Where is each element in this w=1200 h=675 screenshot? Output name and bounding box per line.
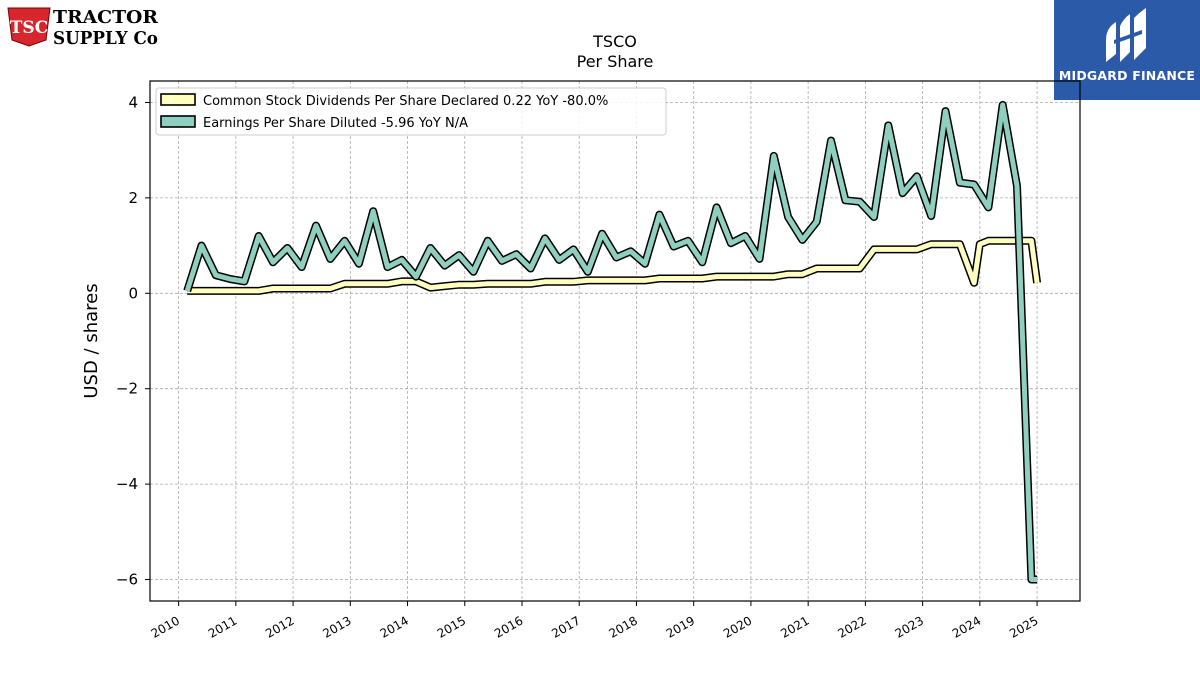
x-tick-label: 2011 — [206, 613, 239, 640]
logo-line2: SUPPLY Co — [53, 28, 158, 48]
x-tick-label: 2014 — [378, 613, 411, 640]
legend-swatch-eps — [160, 115, 196, 128]
x-tick-label: 2013 — [320, 613, 353, 640]
legend-box — [155, 87, 667, 136]
chart-title-main: TSCO — [593, 32, 637, 51]
y-tick-label: 0 — [128, 284, 138, 302]
dividends-line — [187, 238, 1040, 294]
chart-subtitle: Per Share — [576, 52, 654, 71]
x-tick-label: 2018 — [607, 613, 640, 640]
chart-title: TSCO Per Share — [500, 32, 730, 72]
y-tick-label: −4 — [116, 475, 138, 493]
x-tick-label: 2010 — [149, 613, 182, 640]
x-tick-label: 2015 — [435, 613, 468, 640]
eps-line-outline — [183, 100, 1038, 584]
legend-swatch-dividends — [160, 93, 196, 106]
y-tick-label: −2 — [116, 380, 138, 398]
midgard-finance-text: MIDGARD FINANCE — [1058, 68, 1196, 83]
logo-line1: TRACTOR — [53, 7, 159, 28]
y-tick-label: 2 — [128, 189, 138, 207]
x-tick-label: 2020 — [721, 613, 754, 640]
x-tick-label: 2024 — [950, 613, 983, 640]
tractor-supply-logo: TSC TRACTOR SUPPLY Co — [7, 7, 159, 48]
midgard-finance-logo: MIDGARD FINANCE — [1054, 0, 1200, 100]
x-tick-label: 2012 — [263, 613, 296, 640]
logo-badge-text: TSC — [10, 18, 48, 38]
legend-label-eps: Earnings Per Share Diluted -5.96 YoY N/A — [203, 116, 468, 131]
x-tick-label: 2019 — [664, 613, 697, 640]
x-tick-label: 2025 — [1007, 613, 1040, 640]
x-axis-ticks: 2010 2011 2012 2013 2014 2015 2016 2017 2018 2019… — [149, 601, 1041, 641]
midgard-emblem-icon — [1106, 8, 1146, 62]
eps-line — [184, 102, 1038, 582]
x-tick-label: 2022 — [835, 613, 868, 640]
series-lines — [183, 100, 1042, 584]
x-tick-label: 2016 — [492, 613, 525, 640]
y-tick-label: −6 — [116, 571, 138, 589]
plot-frame — [149, 80, 1081, 602]
x-tick-label: 2017 — [549, 613, 582, 640]
y-axis-label: USD / shares — [81, 283, 102, 398]
y-axis-ticks: 4 2 0 −2 −4 −6 — [116, 93, 150, 589]
y-tick-label: 4 — [128, 93, 138, 111]
legend-label-dividends: Common Stock Dividends Per Share Declare… — [203, 94, 608, 109]
tsc-badge-icon — [7, 7, 51, 47]
x-tick-label: 2023 — [893, 613, 926, 640]
legend: Common Stock Dividends Per Share Declare… — [155, 87, 667, 136]
x-tick-label: 2021 — [778, 613, 811, 640]
